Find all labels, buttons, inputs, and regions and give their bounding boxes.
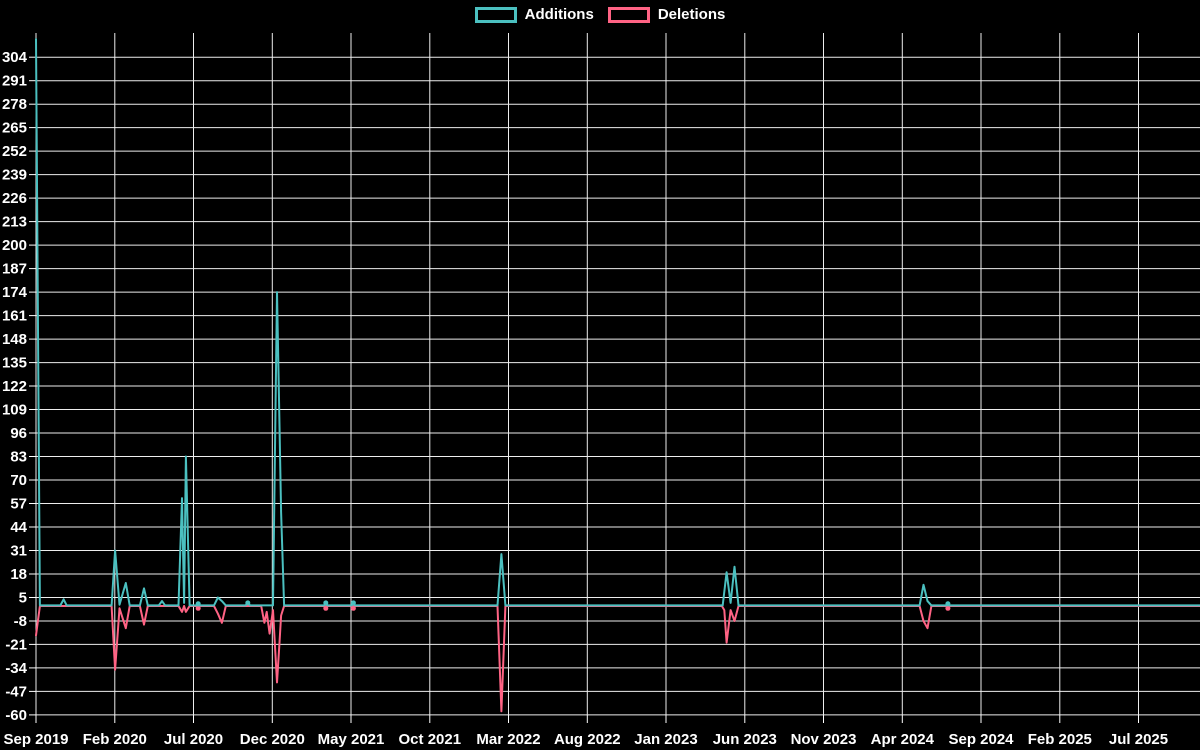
svg-text:96: 96 (10, 425, 27, 442)
svg-text:Sep 2024: Sep 2024 (948, 731, 1014, 748)
svg-text:Feb 2025: Feb 2025 (1028, 731, 1092, 748)
deletions-point-marker[interactable] (945, 605, 951, 611)
deletions-point-marker[interactable] (350, 605, 356, 611)
chart-legend: Additions Deletions (0, 7, 1200, 23)
series-additions (35, 38, 1200, 607)
svg-text:Dec 2020: Dec 2020 (240, 731, 305, 748)
svg-text:135: 135 (2, 355, 27, 372)
svg-text:187: 187 (2, 261, 27, 278)
deletions-swatch-icon (607, 7, 650, 23)
svg-text:148: 148 (2, 331, 27, 348)
svg-text:44: 44 (10, 519, 27, 536)
svg-text:239: 239 (2, 167, 27, 184)
svg-text:109: 109 (2, 402, 27, 419)
additions-point-marker[interactable] (350, 600, 356, 606)
svg-text:5: 5 (19, 590, 27, 607)
svg-text:83: 83 (10, 449, 27, 466)
additions-point-marker[interactable] (945, 601, 951, 607)
svg-text:-21: -21 (5, 636, 27, 653)
legend-item-additions[interactable]: Additions (474, 6, 594, 23)
deletions-point-marker[interactable] (323, 605, 329, 611)
y-axis-labels: 304 291 278 265 252 239 226 213 200 187 174 161 148 1… (2, 49, 28, 724)
svg-text:31: 31 (10, 543, 27, 560)
x-axis-labels: Sep 2019 Feb 2020 Jul 2020 Dec 2020 May 2021… (3, 731, 1168, 748)
svg-text:Oct 2021: Oct 2021 (399, 731, 462, 748)
additions-point-marker[interactable] (245, 600, 251, 606)
svg-text:Feb 2020: Feb 2020 (83, 731, 147, 748)
svg-text:161: 161 (2, 308, 27, 325)
grid-lines (35, 33, 1200, 716)
svg-text:Jul 2020: Jul 2020 (164, 731, 223, 748)
svg-text:-8: -8 (14, 613, 27, 630)
svg-text:18: 18 (10, 566, 27, 583)
additions-point-marker[interactable] (195, 601, 201, 607)
svg-text:200: 200 (2, 237, 27, 254)
legend-label: Deletions (657, 6, 726, 23)
svg-text:Jul 2025: Jul 2025 (1109, 731, 1168, 748)
svg-text:213: 213 (2, 214, 27, 231)
svg-text:291: 291 (2, 73, 27, 90)
axis-ticks (29, 56, 1139, 723)
svg-text:174: 174 (2, 284, 28, 301)
svg-text:May 2021: May 2021 (318, 731, 385, 748)
svg-text:265: 265 (2, 120, 27, 137)
deletions-point-marker[interactable] (195, 605, 201, 611)
svg-text:Jan 2023: Jan 2023 (634, 731, 697, 748)
svg-text:Mar 2022: Mar 2022 (476, 731, 540, 748)
svg-text:226: 226 (2, 190, 27, 207)
svg-text:-47: -47 (5, 683, 27, 700)
svg-text:122: 122 (2, 378, 27, 395)
svg-text:252: 252 (2, 143, 27, 160)
svg-text:-34: -34 (5, 660, 27, 677)
series-deletions (35, 605, 1200, 713)
additions-swatch-icon (474, 7, 517, 23)
svg-text:Sep 2019: Sep 2019 (3, 731, 68, 748)
svg-text:70: 70 (10, 472, 27, 489)
svg-text:-60: -60 (5, 707, 27, 724)
svg-text:57: 57 (10, 496, 27, 513)
svg-text:Jun 2023: Jun 2023 (713, 731, 777, 748)
additions-point-marker[interactable] (323, 600, 329, 606)
svg-text:Apr 2024: Apr 2024 (871, 731, 935, 748)
svg-text:304: 304 (2, 49, 28, 66)
svg-text:Aug 2022: Aug 2022 (554, 731, 621, 748)
legend-label: Additions (524, 6, 594, 23)
svg-text:278: 278 (2, 96, 27, 113)
svg-text:Nov 2023: Nov 2023 (791, 731, 857, 748)
legend-item-deletions[interactable]: Deletions (607, 6, 726, 23)
